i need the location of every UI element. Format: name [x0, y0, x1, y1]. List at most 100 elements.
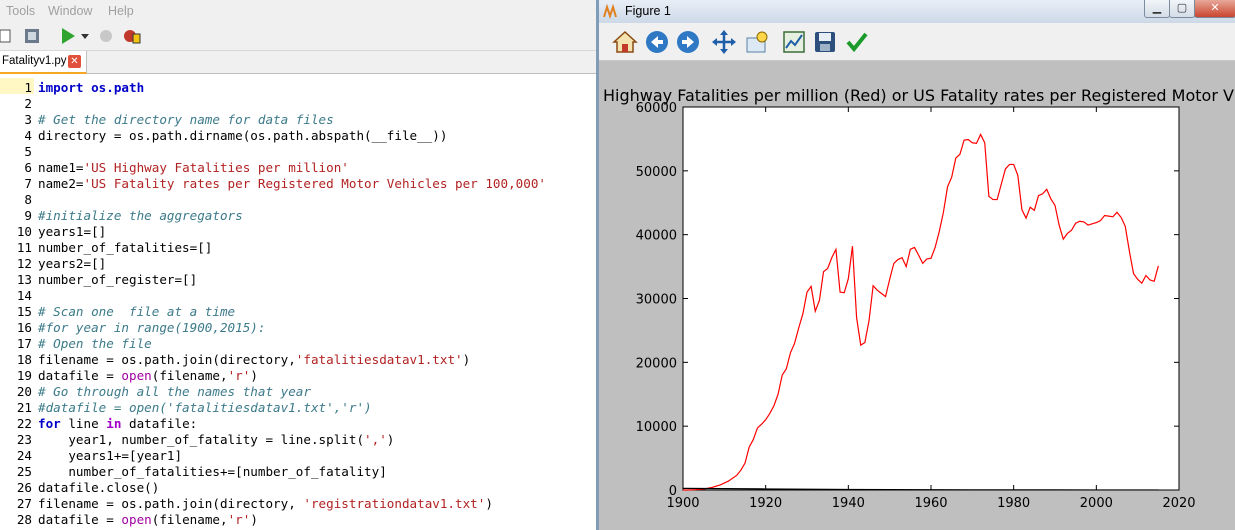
debug-icon[interactable]	[96, 26, 116, 46]
figure-toolbar	[599, 23, 1235, 61]
code-line[interactable]: #for year in range(1900,2015):	[38, 320, 266, 335]
code-line[interactable]: filename = os.path.join(directory, 'regi…	[38, 496, 493, 511]
menu-help[interactable]: Help	[108, 4, 134, 18]
run-icon[interactable]	[58, 26, 78, 46]
series-line-1	[683, 133, 1159, 491]
line-number: 15	[16, 304, 32, 319]
series-line-2	[682, 487, 1159, 491]
run-dropdown-icon[interactable]	[80, 26, 90, 46]
code-line[interactable]: years2=[]	[38, 256, 107, 271]
x-tick-label: 1980	[997, 496, 1030, 511]
code-line[interactable]: datafile = open(filename,'r')	[38, 512, 258, 527]
editor-tab-bar: Fatalityv1.py ✕	[0, 51, 596, 74]
line-number: 11	[16, 240, 32, 255]
new-file-icon[interactable]	[0, 26, 12, 46]
x-tick-label: 2020	[1162, 496, 1195, 511]
menu-bar: Tools Window Help	[0, 0, 596, 22]
code-line[interactable]: # Go through all the names that year	[38, 384, 311, 399]
code-line[interactable]: # Get the directory name for data files	[38, 112, 334, 127]
x-tick-label: 1960	[914, 496, 947, 511]
line-number: 10	[16, 224, 32, 239]
editor-tab-label: Fatalityv1.py	[2, 55, 67, 67]
line-number: 16	[16, 320, 32, 335]
edit-icon[interactable]	[844, 29, 870, 55]
close-button[interactable]: ✕	[1194, 0, 1235, 18]
home-icon[interactable]	[612, 29, 638, 55]
line-number: 9	[24, 208, 32, 223]
line-number: 14	[16, 288, 32, 303]
line-number: 24	[16, 448, 32, 463]
minimize-button[interactable]: ▁	[1144, 0, 1170, 18]
line-number: 5	[24, 144, 32, 159]
line-number: 1	[24, 80, 32, 95]
code-line[interactable]: # Open the file	[38, 336, 152, 351]
line-number: 7	[24, 176, 32, 191]
y-tick-label: 0	[669, 484, 677, 499]
code-line[interactable]: #initialize the aggregators	[38, 208, 243, 223]
ide-window: Tools Window Help Fatalityv1.py ✕ 1 impor…	[0, 0, 596, 530]
plot-canvas[interactable]: 1900 1920 1940 1960 1980 2000 2020 0 10000 20000 3…	[599, 60, 1235, 530]
back-icon[interactable]	[644, 29, 670, 55]
menu-tools[interactable]: Tools	[6, 4, 36, 18]
line-number: 23	[16, 432, 32, 447]
code-editor[interactable]: 1 import os.path 2 3 # Get the directory nam…	[0, 78, 596, 530]
code-line[interactable]: number_of_register=[]	[38, 272, 198, 287]
y-tick-label: 10000	[636, 420, 677, 435]
subplots-icon[interactable]	[781, 29, 807, 55]
code-line[interactable]: name2='US Fatality rates per Registered …	[38, 176, 547, 191]
save-icon[interactable]	[812, 29, 838, 55]
line-number: 12	[16, 256, 32, 271]
figure-titlebar: Figure 1 ▁ ▢ ✕	[599, 0, 1235, 23]
line-number: 4	[24, 128, 32, 143]
y-tick-label: 60000	[636, 101, 677, 116]
code-line[interactable]: # Scan one file at a time	[38, 304, 236, 319]
code-line[interactable]: number_of_fatalities+=[number_of_fatalit…	[38, 464, 387, 479]
line-number: 2	[24, 96, 32, 111]
line-number: 22	[16, 416, 32, 431]
y-tick-label: 50000	[636, 165, 677, 180]
matplotlib-icon	[603, 4, 617, 20]
profile-icon[interactable]	[122, 26, 142, 46]
code-line[interactable]: for line in datafile:	[38, 416, 198, 431]
menu-window[interactable]: Window	[48, 4, 93, 18]
code-line[interactable]: number_of_fatalities=[]	[38, 240, 213, 255]
build-icon[interactable]	[22, 26, 42, 46]
code-line[interactable]: import os.path	[38, 80, 145, 95]
line-number: 27	[16, 496, 32, 511]
code-line[interactable]: datafile = open(filename,'r')	[38, 368, 258, 383]
code-line[interactable]: #datafile = open('fatalitiesdatav1.txt',…	[38, 400, 372, 415]
code-line[interactable]: years1=[]	[38, 224, 107, 239]
figure-window: Figure 1 ▁ ▢ ✕ Highway Fatalities per mi…	[596, 0, 1235, 530]
plot-area	[682, 106, 1180, 491]
current-line-highlight	[0, 78, 34, 94]
forward-icon[interactable]	[675, 29, 701, 55]
code-line[interactable]: name1='US Highway Fatalities per million…	[38, 160, 349, 175]
line-number: 28	[16, 512, 32, 527]
pan-icon[interactable]	[711, 29, 737, 55]
x-tick-label: 2000	[1080, 496, 1113, 511]
code-line[interactable]: filename = os.path.join(directory,'fatal…	[38, 352, 471, 367]
line-number: 26	[16, 480, 32, 495]
ide-toolbar	[0, 22, 596, 51]
line-number: 18	[16, 352, 32, 367]
figure-title: Figure 1	[625, 4, 671, 18]
zoom-icon[interactable]	[744, 29, 770, 55]
line-number: 13	[16, 272, 32, 287]
line-number: 19	[16, 368, 32, 383]
line-number: 17	[16, 336, 32, 351]
maximize-button[interactable]: ▢	[1169, 0, 1195, 18]
code-line[interactable]: directory = os.path.dirname(os.path.absp…	[38, 128, 448, 143]
line-number: 21	[16, 400, 32, 415]
y-tick-label: 40000	[636, 229, 677, 244]
chart-title: Highway Fatalities per million (Red) or …	[603, 86, 1234, 105]
code-line[interactable]: years1+=[year1]	[38, 448, 183, 463]
code-line[interactable]: year1, number_of_fatality = line.split('…	[38, 432, 395, 447]
line-number: 6	[24, 160, 32, 175]
line-number: 20	[16, 384, 32, 399]
x-tick-label: 1940	[832, 496, 865, 511]
code-line[interactable]: datafile.close()	[38, 480, 160, 495]
editor-tab[interactable]: Fatalityv1.py ✕	[0, 51, 87, 74]
line-number: 8	[24, 192, 32, 207]
x-tick-label: 1920	[749, 496, 782, 511]
close-tab-icon[interactable]: ✕	[68, 55, 81, 68]
